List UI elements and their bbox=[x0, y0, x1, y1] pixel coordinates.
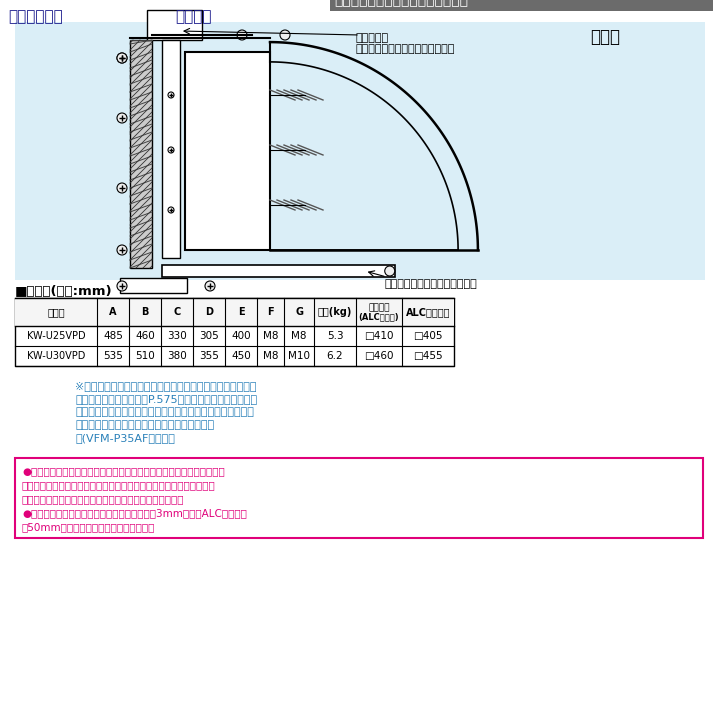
Text: (VFM-P35AFを除く）: (VFM-P35AFを除く） bbox=[75, 433, 175, 443]
Bar bbox=[120, 278, 187, 293]
Bar bbox=[15, 298, 454, 366]
Text: 産業用換気扇: 産業用換気扇 bbox=[8, 9, 63, 24]
Text: □405: □405 bbox=[413, 331, 443, 341]
Text: M8: M8 bbox=[263, 351, 278, 361]
Text: 50mm以上の壁厚を確保してください。: 50mm以上の壁厚を確保してください。 bbox=[22, 522, 156, 532]
Bar bbox=[185, 52, 270, 250]
Text: 壁穴寸法: 壁穴寸法 bbox=[368, 304, 390, 312]
Text: 防火ダンパー付ウェザーカバー: 防火ダンパー付ウェザーカバー bbox=[384, 279, 477, 289]
Text: 面に対して取り付けてください。（必要に応じてアングル（現地製: 面に対して取り付けてください。（必要に応じてアングル（現地製 bbox=[22, 480, 216, 490]
Circle shape bbox=[168, 147, 174, 153]
Text: 400: 400 bbox=[231, 331, 251, 341]
Circle shape bbox=[117, 113, 127, 123]
Text: 別売部品: 別売部品 bbox=[175, 9, 212, 24]
Circle shape bbox=[117, 53, 127, 63]
Text: M8: M8 bbox=[292, 331, 307, 341]
Text: M8: M8 bbox=[263, 331, 278, 341]
Text: す。壁厚が取付可能最小壁厚以下の場合は、薄壁取付枠を: す。壁厚が取付可能最小壁厚以下の場合は、薄壁取付枠を bbox=[75, 407, 254, 417]
Bar bbox=[130, 40, 152, 268]
Circle shape bbox=[168, 92, 174, 98]
Bar bbox=[330, 0, 713, 11]
Bar bbox=[15, 298, 454, 326]
Text: 薄壁取付枠: 薄壁取付枠 bbox=[355, 33, 388, 43]
Circle shape bbox=[384, 266, 395, 276]
Text: 460: 460 bbox=[135, 331, 155, 341]
Circle shape bbox=[280, 30, 290, 40]
Text: ALC壁穴寸法: ALC壁穴寸法 bbox=[406, 307, 450, 317]
Text: 510: 510 bbox=[135, 351, 155, 361]
Text: ●壁の強度を考慮して、材質がアルミの場合は3mm以上、ALCの場合は: ●壁の強度を考慮して、材質がアルミの場合は3mm以上、ALCの場合は bbox=[22, 508, 247, 518]
Text: M10: M10 bbox=[288, 351, 310, 361]
Text: ●実際の取付けに際しては強固かつ運転時に異常な振動の発生しない壁: ●実際の取付けに際しては強固かつ運転時に異常な振動の発生しない壁 bbox=[22, 466, 225, 476]
Circle shape bbox=[117, 53, 127, 63]
Text: 535: 535 bbox=[103, 351, 123, 361]
Bar bbox=[15, 22, 705, 280]
Text: (ALC壁以外): (ALC壁以外) bbox=[359, 312, 400, 322]
Text: 355: 355 bbox=[199, 351, 219, 361]
Text: 取付例: 取付例 bbox=[590, 28, 620, 46]
Text: □460: □460 bbox=[364, 351, 394, 361]
Text: 330: 330 bbox=[167, 331, 187, 341]
Text: 6.2: 6.2 bbox=[327, 351, 343, 361]
Bar bbox=[162, 265, 395, 277]
Circle shape bbox=[117, 281, 127, 291]
Text: 質量(kg): 質量(kg) bbox=[318, 307, 352, 317]
Text: C: C bbox=[174, 307, 181, 317]
Text: □455: □455 bbox=[413, 351, 443, 361]
Text: 485: 485 bbox=[103, 331, 123, 341]
Text: 防火ダンパー付ウェザーカバー用: 防火ダンパー付ウェザーカバー用 bbox=[355, 44, 454, 54]
Text: G: G bbox=[295, 307, 303, 317]
Text: 形　名: 形 名 bbox=[48, 307, 65, 317]
Text: 場合、取付最小壁厚（P.575参照）以上の壁厚が必要で: 場合、取付最小壁厚（P.575参照）以上の壁厚が必要で bbox=[75, 394, 257, 404]
Bar bbox=[15, 458, 703, 538]
Text: 380: 380 bbox=[167, 351, 187, 361]
Text: A: A bbox=[109, 307, 117, 317]
Text: インテリア有圧換気扇用薄壁取付枠: インテリア有圧換気扇用薄壁取付枠 bbox=[334, 0, 468, 7]
Circle shape bbox=[117, 183, 127, 193]
Text: E: E bbox=[238, 307, 244, 317]
Text: D: D bbox=[205, 307, 213, 317]
Text: ■寸法表(単位:mm): ■寸法表(単位:mm) bbox=[15, 285, 112, 298]
Circle shape bbox=[168, 207, 174, 213]
Text: 使用することで取り付けが可能になります。: 使用することで取り付けが可能になります。 bbox=[75, 420, 214, 430]
Circle shape bbox=[237, 30, 247, 40]
Text: ※インテリア有圧換気扇とウェザーカバー類を組み合わせる: ※インテリア有圧換気扇とウェザーカバー類を組み合わせる bbox=[75, 381, 256, 391]
Text: 305: 305 bbox=[199, 331, 219, 341]
Text: KW-U30VPD: KW-U30VPD bbox=[27, 351, 85, 361]
Text: 作）により補強を施すなどの対策を実施してください。: 作）により補強を施すなどの対策を実施してください。 bbox=[22, 494, 184, 504]
Text: KW-U25VPD: KW-U25VPD bbox=[27, 331, 85, 341]
Text: 5.3: 5.3 bbox=[327, 331, 343, 341]
Bar bbox=[162, 40, 180, 258]
Text: □410: □410 bbox=[364, 331, 394, 341]
Text: F: F bbox=[267, 307, 274, 317]
Circle shape bbox=[117, 245, 127, 255]
Text: B: B bbox=[141, 307, 149, 317]
Text: 450: 450 bbox=[231, 351, 251, 361]
Circle shape bbox=[205, 281, 215, 291]
Bar bbox=[147, 10, 202, 40]
